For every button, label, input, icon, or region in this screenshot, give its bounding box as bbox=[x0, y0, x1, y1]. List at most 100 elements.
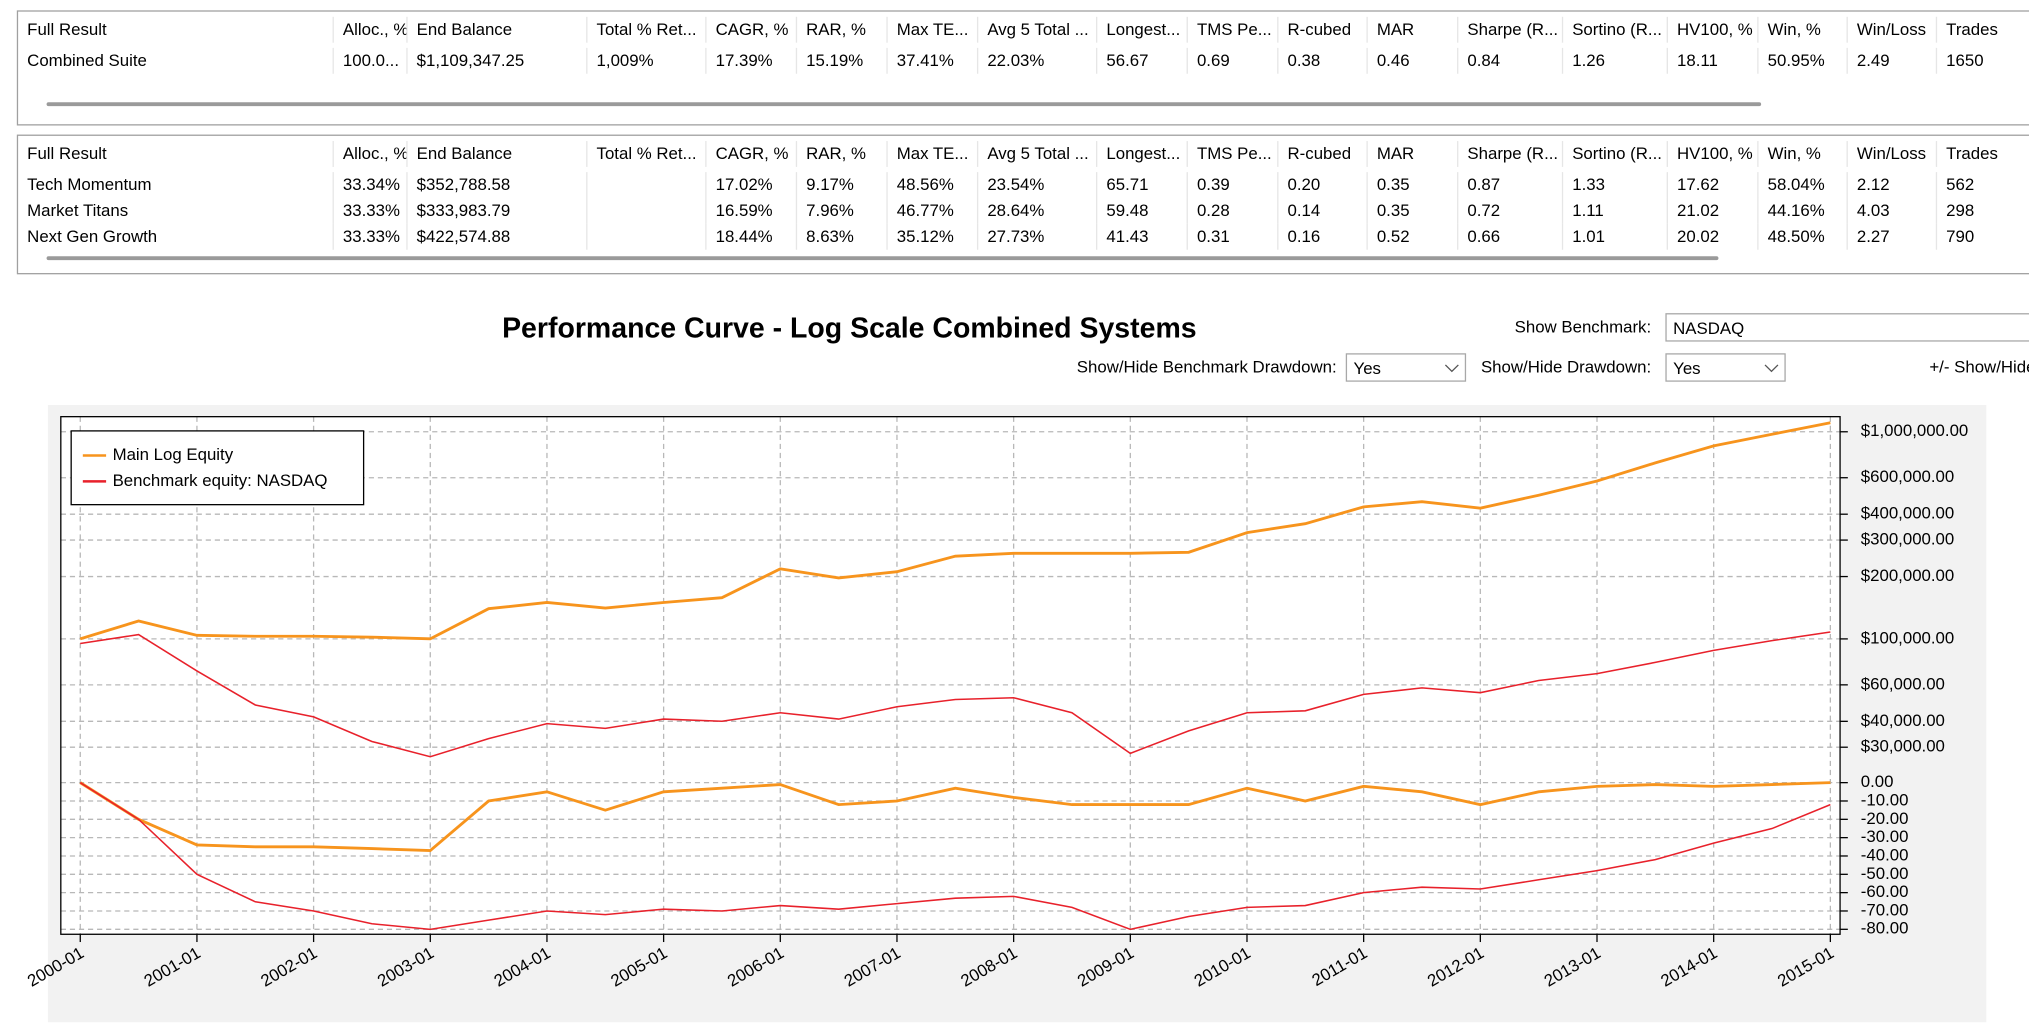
y-tick-label: -20.00 bbox=[1861, 809, 1909, 828]
drawdown-label: Show/Hide Drawdown: bbox=[1480, 357, 1652, 377]
table-cell: RAR, % bbox=[797, 141, 888, 167]
table-cell: $333,983.79 bbox=[408, 197, 588, 224]
show-hide-toggle[interactable]: +/- Show/Hide bbox=[1929, 357, 2029, 377]
table-cell: 27.73% bbox=[978, 223, 1098, 250]
y-tick-label: $1,000,000.00 bbox=[1861, 421, 1969, 440]
table-cell: Tech Momentum bbox=[18, 172, 334, 198]
table-cell: 65.71 bbox=[1097, 172, 1188, 198]
table-cell: CAGR, % bbox=[707, 141, 798, 167]
table-cell: 17.62 bbox=[1668, 172, 1759, 198]
table-cell: MAR bbox=[1368, 16, 1459, 43]
table-cell: 1.01 bbox=[1563, 223, 1668, 250]
table-cell: 35.12% bbox=[888, 223, 979, 250]
table-cell: Trades bbox=[1937, 17, 2029, 43]
table-cell: Full Result bbox=[18, 141, 334, 167]
table-cell: Avg 5 Total ... bbox=[978, 16, 1098, 43]
table-cell: TMS Pe... bbox=[1188, 141, 1279, 167]
benchmark-drawdown-label: Show/Hide Benchmark Drawdown: bbox=[1076, 357, 1337, 377]
y-tick-label: -80.00 bbox=[1861, 919, 1909, 938]
table-cell: 15.19% bbox=[797, 47, 888, 74]
table-cell: 16.59% bbox=[707, 197, 798, 224]
series-line bbox=[79, 781, 1831, 931]
table-cell: 790 bbox=[1937, 224, 2029, 250]
legend: Main Log Equity Benchmark equity: NASDAQ bbox=[70, 430, 365, 506]
table-cell: 9.17% bbox=[797, 172, 888, 198]
y-tick-label: -50.00 bbox=[1861, 864, 1909, 883]
table-cell: 0.28 bbox=[1188, 197, 1279, 224]
table-cell: 298 bbox=[1937, 198, 2029, 224]
y-tick-label: $300,000.00 bbox=[1861, 530, 1955, 549]
table-cell: Win/Loss bbox=[1848, 141, 1938, 167]
table-cell: 562 bbox=[1937, 172, 2029, 198]
table-cell: 48.56% bbox=[888, 172, 979, 198]
table-cell: Max TE... bbox=[888, 141, 979, 167]
table-cell: 0.35 bbox=[1368, 197, 1459, 224]
table-cell: 33.33% bbox=[334, 197, 408, 224]
y-tick-label: $40,000.00 bbox=[1861, 711, 1945, 730]
scrollbar[interactable] bbox=[46, 256, 1719, 261]
benchmark-drawdown-select[interactable]: Yes bbox=[1345, 353, 1467, 382]
chart-title: Performance Curve - Log Scale Combined S… bbox=[502, 311, 1197, 345]
table-cell: Win, % bbox=[1759, 141, 1848, 167]
table-cell: Total % Ret... bbox=[587, 16, 707, 43]
y-tick-label: $30,000.00 bbox=[1861, 737, 1945, 756]
table-cell: R-cubed bbox=[1278, 16, 1368, 43]
table-cell: 4.03 bbox=[1848, 197, 1938, 224]
table-cell: R-cubed bbox=[1278, 141, 1368, 167]
y-tick-label: $60,000.00 bbox=[1861, 674, 1945, 693]
table-cell: 28.64% bbox=[978, 197, 1098, 224]
scrollbar[interactable] bbox=[46, 102, 1762, 107]
table-cell: Full Result bbox=[18, 16, 334, 43]
table-cell: Max TE... bbox=[888, 16, 979, 43]
table-cell: Avg 5 Total ... bbox=[978, 141, 1098, 167]
series-line bbox=[79, 421, 1831, 641]
table-cell: 2.27 bbox=[1848, 223, 1938, 250]
table-cell: 0.66 bbox=[1458, 223, 1564, 250]
table-cell: $1,109,347.25 bbox=[408, 47, 588, 74]
table-cell: 44.16% bbox=[1759, 197, 1848, 224]
table-cell bbox=[587, 197, 707, 224]
table-cell: Sharpe (R... bbox=[1458, 16, 1564, 43]
table-cell: Sortino (R... bbox=[1563, 16, 1668, 43]
table-cell: $422,574.88 bbox=[408, 223, 588, 250]
table-cell: 33.33% bbox=[334, 223, 408, 250]
table-cell: TMS Pe... bbox=[1188, 16, 1279, 43]
table-cell: 0.35 bbox=[1368, 172, 1459, 198]
table-cell: Longest... bbox=[1097, 141, 1188, 167]
drawdown-select[interactable]: Yes bbox=[1665, 353, 1786, 382]
table-cell: HV100, % bbox=[1668, 16, 1759, 43]
benchmark-label: Show Benchmark: bbox=[1514, 317, 1652, 337]
legend-box bbox=[70, 430, 365, 506]
table-cell: 7.96% bbox=[797, 197, 888, 224]
table-cell: Sharpe (R... bbox=[1458, 141, 1564, 167]
benchmark-input[interactable]: NASDAQ bbox=[1665, 313, 2029, 342]
table-cell: 18.44% bbox=[707, 223, 798, 250]
systems-table: Full Result Alloc., % End Balance Total % R… bbox=[16, 134, 2029, 275]
legend-label: Main Log Equity bbox=[113, 445, 234, 464]
table-cell: 0.46 bbox=[1368, 47, 1459, 74]
legend-label: Benchmark equity: NASDAQ bbox=[113, 471, 328, 490]
table-cell: 58.04% bbox=[1759, 172, 1848, 198]
table-cell: 33.34% bbox=[334, 172, 408, 198]
table-cell: 59.48 bbox=[1097, 197, 1188, 224]
table-cell: 0.16 bbox=[1278, 223, 1368, 250]
table-cell: 0.69 bbox=[1188, 47, 1279, 74]
table-cell: 0.84 bbox=[1458, 47, 1564, 74]
summary-table: Full Result Alloc., % End Balance Total % R… bbox=[16, 10, 2029, 126]
table-cell: 0.52 bbox=[1368, 223, 1459, 250]
table-cell: CAGR, % bbox=[707, 16, 798, 43]
y-tick-label: $400,000.00 bbox=[1861, 504, 1955, 523]
table-cell: Win/Loss bbox=[1848, 16, 1938, 43]
table-cell bbox=[587, 223, 707, 250]
table-cell: 0.31 bbox=[1188, 223, 1279, 250]
y-tick-label: $600,000.00 bbox=[1861, 467, 1955, 486]
y-tick-label: -10.00 bbox=[1861, 790, 1909, 809]
table-cell: 17.39% bbox=[707, 47, 798, 74]
table-cell: 50.95% bbox=[1759, 47, 1848, 74]
table-cell bbox=[587, 172, 707, 198]
table-cell: Market Titans bbox=[18, 197, 334, 224]
table-cell: 22.03% bbox=[978, 47, 1098, 74]
table-cell: End Balance bbox=[408, 141, 588, 167]
